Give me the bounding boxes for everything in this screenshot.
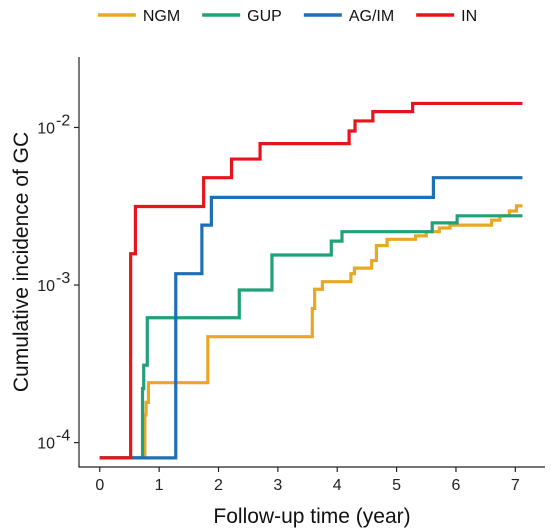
x-tick-label: 3 [273,477,282,494]
x-tick-label: 1 [155,477,164,494]
x-tick-label: 4 [333,477,342,494]
series-line-ngm [99,204,523,460]
x-tick-label: 7 [511,477,520,494]
y-axis-ticks: 10-410-310-2 [37,112,79,453]
x-tick-label: 0 [95,477,104,494]
y-tick-label: 10 [37,436,55,453]
legend-label-in: IN [461,8,477,25]
x-tick-label: 5 [392,477,401,494]
y-tick-label: 10 [37,278,55,295]
y-axis-title: Cumulative incidence of GC [10,132,33,392]
x-axis-ticks: 0 1 2 3 4 5 6 7 [95,467,520,494]
y-tick-exponent: -4 [56,428,70,445]
y-tick-exponent: -2 [56,112,70,129]
y-tick-exponent: -3 [56,270,70,287]
legend-label-ag-im: AG/IM [349,8,394,25]
legend-label-gup: GUP [247,8,282,25]
series-line-gup [99,214,523,460]
legend-label-ngm: NGM [143,8,180,25]
x-axis-title: Follow-up time (year) [213,505,410,528]
series-line-ag-im [99,176,523,460]
series-layer [99,101,523,460]
series-line-in [99,101,523,460]
y-tick-label: 10 [37,120,55,137]
x-tick-label: 2 [214,477,223,494]
axis-frame [78,57,545,468]
legend: NGM GUP AG/IM IN [97,8,477,25]
x-tick-label: 6 [452,477,461,494]
